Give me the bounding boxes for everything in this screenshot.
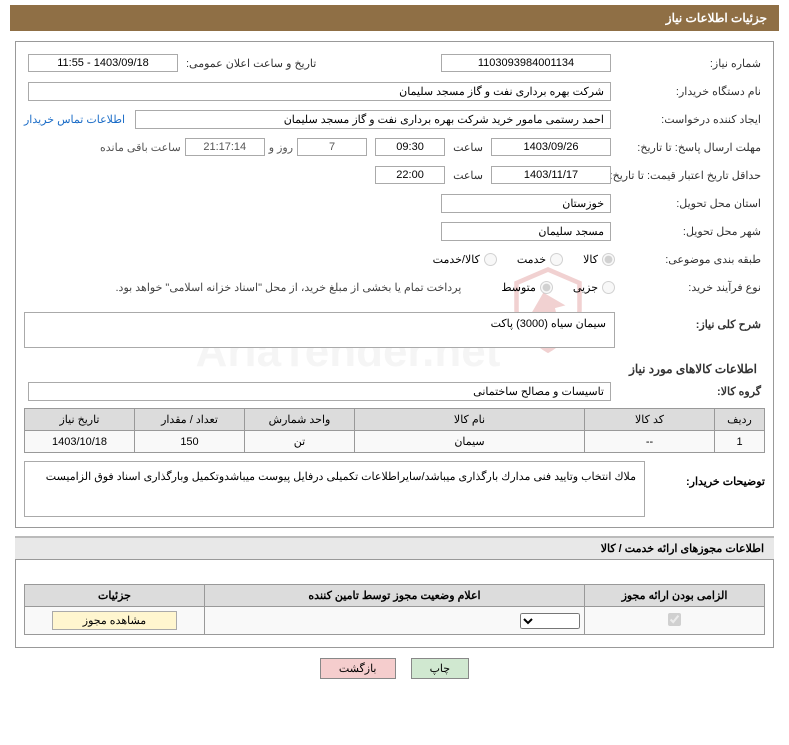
- need-no-value: 1103093984001134: [441, 54, 611, 72]
- col-name: نام کالا: [355, 409, 585, 431]
- cell-code: --: [585, 431, 715, 453]
- province-value: خوزستان: [441, 194, 611, 213]
- back-button[interactable]: بازگشت: [320, 658, 396, 679]
- page-title: جزئیات اطلاعات نیاز: [666, 11, 767, 25]
- permits-section: الزامی بودن ارائه مجوز اعلام وضعیت مجوز …: [15, 559, 774, 648]
- permits-table: الزامی بودن ارائه مجوز اعلام وضعیت مجوز …: [24, 584, 765, 635]
- category-label: طبقه بندی موضوعی:: [615, 253, 765, 266]
- announce-value: 1403/09/18 - 11:55: [28, 54, 178, 72]
- remaining-label: ساعت باقی مانده: [100, 141, 181, 154]
- deadline-label: مهلت ارسال پاسخ: تا تاریخ:: [615, 141, 765, 154]
- city-value: مسجد سلیمان: [441, 222, 611, 241]
- validity-date: 1403/11/17: [491, 166, 611, 184]
- radio-service[interactable]: خدمت: [517, 253, 563, 266]
- buyer-desc-label: توضیحات خریدار:: [645, 461, 765, 488]
- radio-goods[interactable]: کالا: [583, 253, 615, 266]
- cell-index: 1: [715, 431, 765, 453]
- radio-small[interactable]: جزیی: [573, 281, 615, 294]
- radio-service-label: خدمت: [517, 253, 546, 266]
- hour-label-1: ساعت: [449, 141, 487, 154]
- cell-details: مشاهده مجوز: [25, 607, 205, 635]
- buyer-desc-text: ملاك انتخاب وتایید فنی مدارك بارگذاری می…: [24, 461, 645, 517]
- radio-small-label: جزیی: [573, 281, 598, 294]
- radio-goods-service[interactable]: کالا/خدمت: [433, 253, 497, 266]
- city-label: شهر محل تحویل:: [615, 225, 765, 238]
- permits-section-title: اطلاعات مجوزهای ارائه خدمت / کالا: [15, 536, 774, 559]
- col-index: ردیف: [715, 409, 765, 431]
- col-qty: تعداد / مقدار: [135, 409, 245, 431]
- buyer-org-value: شرکت بهره برداری نفت و گاز مسجد سلیمان: [28, 82, 611, 101]
- permit-row: مشاهده مجوز: [25, 607, 765, 635]
- radio-service-input: [550, 253, 563, 266]
- info-section: شماره نیاز: 1103093984001134 تاریخ و ساع…: [15, 41, 774, 528]
- cell-date: 1403/10/18: [25, 431, 135, 453]
- days-value: 7: [297, 138, 367, 156]
- status-select[interactable]: [520, 613, 580, 629]
- items-table: ردیف کد کالا نام کالا واحد شمارش تعداد /…: [24, 408, 765, 453]
- col-date: تاریخ نیاز: [25, 409, 135, 431]
- deadline-date: 1403/09/26: [491, 138, 611, 156]
- hour-label-2: ساعت: [449, 169, 487, 182]
- province-label: استان محل تحویل:: [615, 197, 765, 210]
- radio-small-input: [602, 281, 615, 294]
- deadline-time: 09:30: [375, 138, 445, 156]
- col-required: الزامی بودن ارائه مجوز: [585, 585, 765, 607]
- buyer-org-label: نام دستگاه خریدار:: [615, 85, 765, 98]
- print-button[interactable]: چاپ: [411, 658, 470, 679]
- cell-status: [205, 607, 585, 635]
- validity-time: 22:00: [375, 166, 445, 184]
- radio-goods-input: [602, 253, 615, 266]
- table-row: 1 -- سیمان تن 150 1403/10/18: [25, 431, 765, 453]
- required-checkbox: [668, 613, 681, 626]
- cell-name: سیمان: [355, 431, 585, 453]
- requester-label: ایجاد کننده درخواست:: [615, 113, 765, 126]
- view-permit-button[interactable]: مشاهده مجوز: [52, 611, 177, 630]
- days-and-label: روز و: [269, 141, 293, 154]
- cell-required: [585, 607, 765, 635]
- announce-label: تاریخ و ساعت اعلان عمومی:: [182, 57, 320, 70]
- col-status: اعلام وضعیت مجوز توسط تامین کننده: [205, 585, 585, 607]
- col-code: کد کالا: [585, 409, 715, 431]
- general-desc-label: شرح کلی نیاز:: [615, 312, 765, 331]
- radio-medium-input: [540, 281, 553, 294]
- radio-medium-label: متوسط: [501, 281, 536, 294]
- goods-group-value: تاسیسات و مصالح ساختمانی: [28, 382, 611, 401]
- items-section-title: اطلاعات کالاهای مورد نیاز: [24, 358, 765, 380]
- radio-medium[interactable]: متوسط: [501, 281, 553, 294]
- page-title-bar: جزئیات اطلاعات نیاز: [10, 5, 779, 31]
- process-label: نوع فرآیند خرید:: [615, 281, 765, 294]
- need-no-label: شماره نیاز:: [615, 57, 765, 70]
- countdown-value: 21:17:14: [185, 138, 265, 156]
- validity-label: حداقل تاریخ اعتبار قیمت: تا تاریخ:: [615, 169, 765, 182]
- buyer-contact-link[interactable]: اطلاعات تماس خریدار: [24, 113, 125, 126]
- goods-group-label: گروه کالا:: [615, 385, 765, 398]
- col-unit: واحد شمارش: [245, 409, 355, 431]
- cell-unit: تن: [245, 431, 355, 453]
- button-row: چاپ بازگشت: [0, 648, 789, 689]
- radio-gs-label: کالا/خدمت: [433, 253, 480, 266]
- col-details: جزئیات: [25, 585, 205, 607]
- radio-gs-input: [484, 253, 497, 266]
- radio-goods-label: کالا: [583, 253, 598, 266]
- general-desc-value: سیمان سیاه (3000) پاکت: [24, 312, 615, 348]
- cell-qty: 150: [135, 431, 245, 453]
- requester-value: احمد رستمی مامور خرید شرکت بهره برداری ن…: [135, 110, 611, 129]
- payment-note: پرداخت تمام یا بخشی از مبلغ خرید، از محل…: [116, 281, 462, 294]
